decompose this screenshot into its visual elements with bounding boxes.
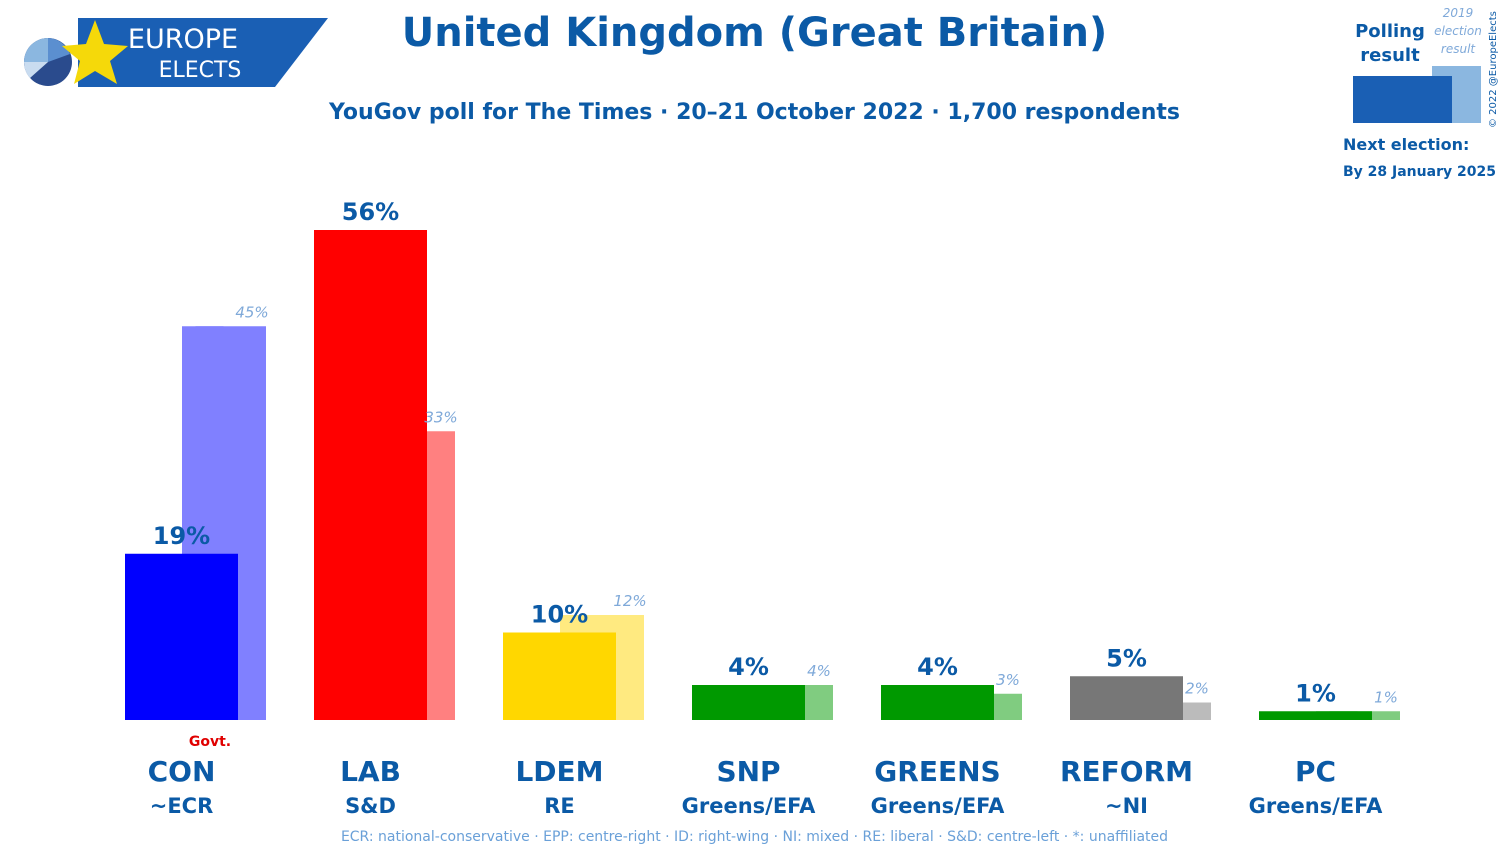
chart-subtitle: YouGov poll for The Times · 20–21 Octobe… — [329, 100, 1180, 125]
prev-value-label: 45% — [235, 303, 268, 321]
logo-text-europe: EUROPE — [128, 24, 238, 55]
logo-pie-slice — [24, 38, 48, 62]
poll-value-label: 4% — [728, 653, 769, 681]
bar-chart: 19% 45% CON ~ECR Govt. 56% 33% LAB S&D 10% 12% LDEM… — [125, 198, 1400, 818]
group-label: Greens/EFA — [871, 794, 1005, 818]
poll-bar-ldem — [503, 632, 616, 720]
group-label: ~ECR — [150, 794, 214, 818]
party-label: CON — [148, 755, 216, 788]
prev-value-label: 12% — [613, 592, 646, 610]
group-label: S&D — [345, 794, 396, 818]
logo-pie-slice — [48, 38, 70, 62]
legend-polling-label: Polling — [1355, 21, 1425, 42]
group-label: RE — [544, 794, 575, 818]
logo-band — [78, 18, 328, 87]
party-label: LAB — [340, 755, 401, 788]
logo-text-elects: ELECTS — [159, 58, 242, 83]
prev-value-label: 1% — [1374, 688, 1398, 706]
poll-bar-con — [125, 553, 238, 720]
poll-bar-greens — [881, 685, 994, 720]
poll-value-label: 19% — [153, 522, 210, 550]
group-label: Greens/EFA — [1249, 794, 1383, 818]
europe-elects-logo: EUROPE ELECTS — [23, 18, 328, 87]
legend-prev-label: result — [1441, 42, 1477, 56]
party-label: SNP — [716, 755, 780, 788]
prev-value-label: 4% — [807, 662, 831, 680]
prev-value-label: 33% — [424, 408, 457, 426]
next-election-date: By 28 January 2025 — [1343, 164, 1496, 180]
poll-value-label: 4% — [917, 653, 958, 681]
poll-value-label: 5% — [1106, 644, 1147, 672]
poll-value-label: 1% — [1295, 679, 1336, 707]
logo-pie-slice — [23, 62, 48, 78]
prev-value-label: 3% — [996, 671, 1020, 689]
poll-bar-pc — [1259, 711, 1372, 720]
poll-bar-reform — [1070, 676, 1183, 720]
group-footnote: ECR: national-conservative · EPP: centre… — [340, 829, 1169, 845]
party-label: GREENS — [874, 755, 1000, 788]
party-label: PC — [1295, 755, 1336, 788]
chart-title: United Kingdom (Great Britain) — [401, 10, 1108, 56]
legend-prev-label: 2019 — [1443, 6, 1474, 20]
party-label: REFORM — [1060, 755, 1193, 788]
next-election-label: Next election: — [1343, 135, 1469, 154]
poll-value-label: 10% — [531, 601, 588, 629]
poll-bar-lab — [314, 230, 427, 720]
copyright: © 2022 @EuropeElects — [1488, 11, 1499, 128]
group-label: ~NI — [1105, 794, 1148, 818]
poll-value-label: 56% — [342, 198, 399, 226]
legend-prev-label: election — [1434, 24, 1482, 38]
party-label: LDEM — [515, 755, 603, 788]
logo-star-icon — [62, 20, 128, 84]
legend-polling-swatch — [1353, 76, 1452, 123]
legend-polling-label: result — [1360, 45, 1420, 66]
poll-bar-snp — [692, 685, 805, 720]
prev-value-label: 2% — [1185, 680, 1209, 698]
group-label: Greens/EFA — [682, 794, 816, 818]
govt-label: Govt. — [189, 734, 231, 750]
legend: Polling result 2019 election result © 20… — [1343, 6, 1499, 180]
